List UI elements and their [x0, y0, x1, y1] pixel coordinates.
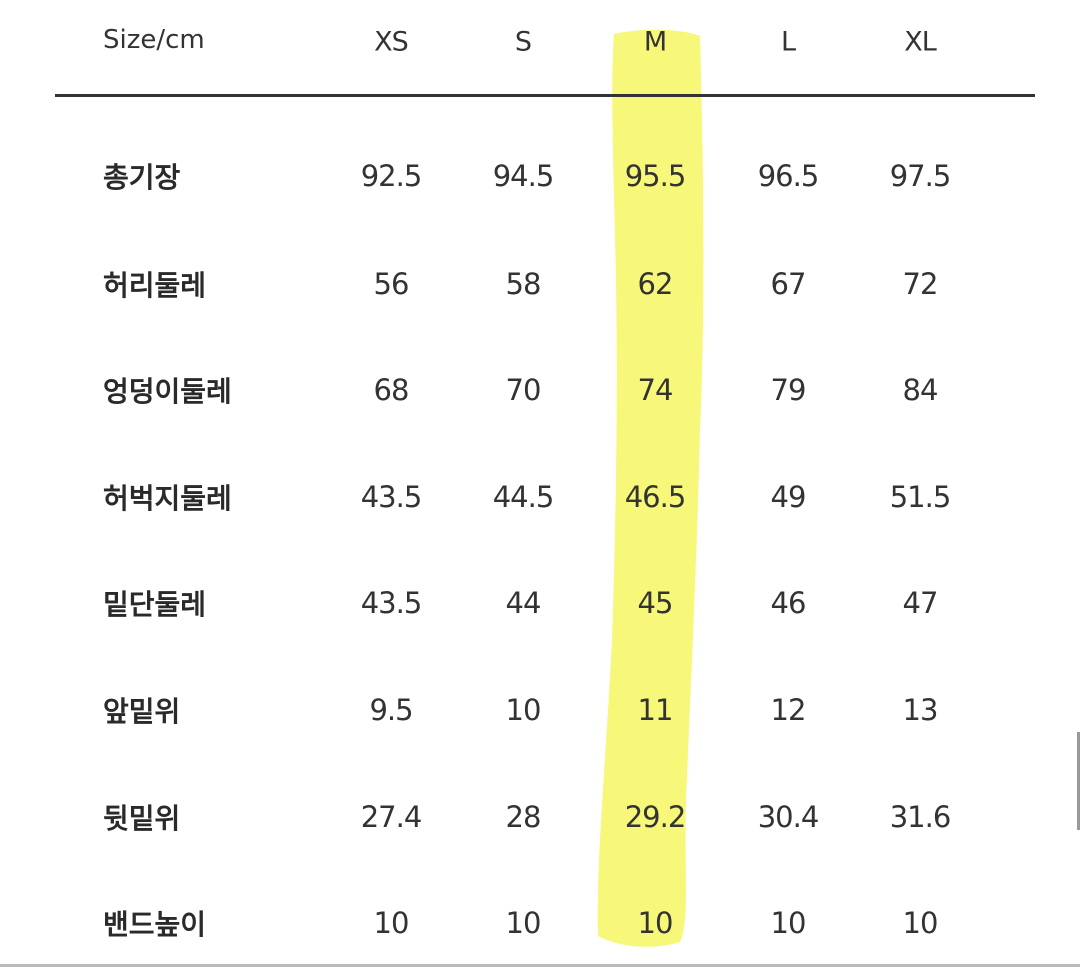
table-cell: 47: [902, 586, 939, 620]
table-cell: 27.4: [360, 800, 423, 834]
row-label: 엉덩이둘레: [103, 375, 232, 408]
table-cell: 68: [373, 373, 410, 407]
size-header-xl: XL: [904, 26, 937, 58]
table-cell: 10: [902, 906, 939, 940]
table-cell: 46.5: [624, 480, 687, 514]
table-cell: 56: [373, 267, 410, 301]
table-cell: 58: [505, 267, 542, 301]
table-cell: 9.5: [369, 693, 413, 727]
table-cell: 49: [770, 480, 807, 514]
table-cell: 95.5: [624, 159, 687, 193]
table-cell: 44: [505, 586, 542, 620]
row-label: 허리둘레: [103, 269, 207, 302]
table-cell: 62: [637, 267, 674, 301]
scrollbar[interactable]: [1077, 732, 1080, 830]
size-header-s: S: [514, 26, 532, 58]
table-cell: 12: [770, 693, 807, 727]
size-header-m: M: [643, 26, 667, 58]
table-cell: 92.5: [360, 159, 423, 193]
table-cell: 84: [902, 373, 939, 407]
row-label: 뒷밑위: [103, 802, 181, 835]
row-label: 앞밑위: [103, 695, 181, 728]
bottom-divider: [0, 964, 1080, 967]
table-cell: 70: [505, 373, 542, 407]
table-cell: 97.5: [889, 159, 952, 193]
table-cell: 46: [770, 586, 807, 620]
size-header-l: L: [780, 26, 796, 58]
table-cell: 11: [637, 693, 674, 727]
table-cell: 10: [505, 906, 542, 940]
table-cell: 10: [373, 906, 410, 940]
highlight-stroke: [597, 29, 704, 947]
table-cell: 74: [637, 373, 674, 407]
table-cell: 10: [637, 906, 674, 940]
header-divider: [55, 94, 1035, 97]
table-cell: 45: [637, 586, 674, 620]
table-cell: 67: [770, 267, 807, 301]
table-cell: 43.5: [360, 586, 423, 620]
table-cell: 10: [505, 693, 542, 727]
size-header-xs: XS: [374, 26, 409, 58]
table-cell: 79: [770, 373, 807, 407]
table-cell: 13: [902, 693, 939, 727]
table-cell: 72: [902, 267, 939, 301]
row-label: 밑단둘레: [103, 588, 207, 621]
table-cell: 30.4: [757, 800, 820, 834]
table-cell: 31.6: [889, 800, 952, 834]
table-cell: 29.2: [624, 800, 687, 834]
table-cell: 44.5: [492, 480, 555, 514]
table-cell: 43.5: [360, 480, 423, 514]
table-cell: 28: [505, 800, 542, 834]
row-label: 밴드높이: [103, 908, 207, 941]
row-label: 허벅지둘레: [103, 482, 232, 515]
size-unit-header: Size/cm: [103, 25, 205, 55]
table-cell: 10: [770, 906, 807, 940]
table-cell: 94.5: [492, 159, 555, 193]
table-cell: 51.5: [889, 480, 952, 514]
table-cell: 96.5: [757, 159, 820, 193]
row-label: 총기장: [103, 161, 181, 194]
